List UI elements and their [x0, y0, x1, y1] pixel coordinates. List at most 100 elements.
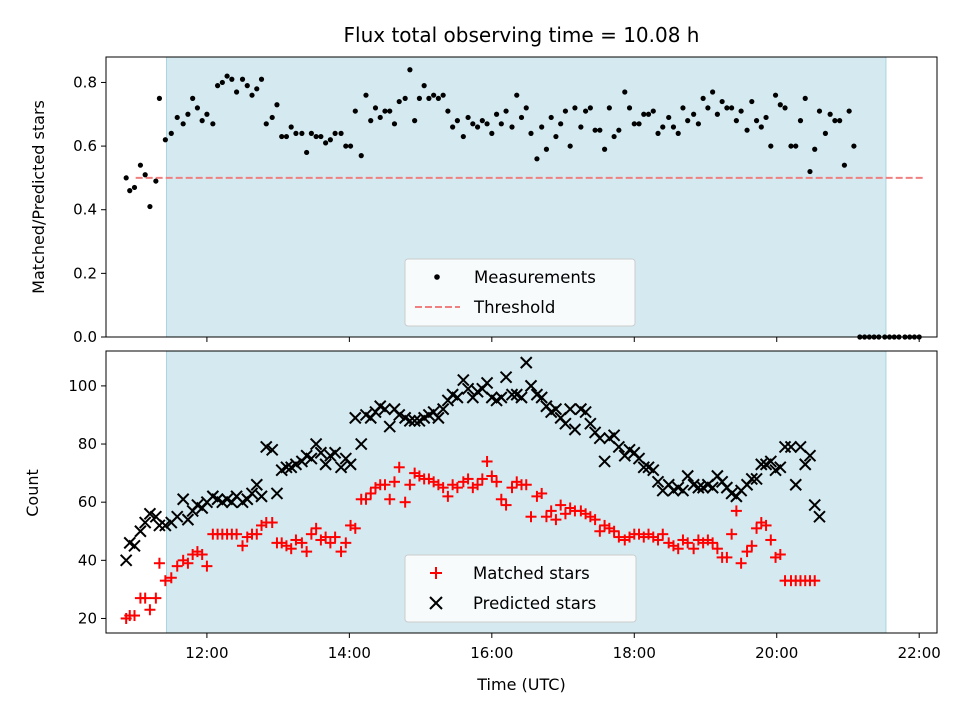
- count-panel: 20 40 60 80 100 12:00 14:00 16:00 18:00 20:00 22:0…: [23, 350, 941, 694]
- predicted-star-point: [764, 455, 778, 468]
- matched-star-point: [545, 505, 557, 517]
- measurement-point: [174, 114, 180, 121]
- predicted-star-point: [457, 373, 470, 387]
- matched-star-point: [437, 482, 449, 494]
- predicted-star-point: [637, 461, 650, 474]
- measurement-point: [279, 133, 285, 140]
- matched-star-point: [301, 546, 313, 558]
- measurement-point: [509, 124, 515, 130]
- predicted-star-point: [328, 446, 342, 459]
- measurement-point: [332, 130, 338, 136]
- measurement-point: [592, 127, 598, 133]
- time-xtick-label: 18:00: [613, 644, 656, 662]
- predicted-star-point: [607, 429, 621, 442]
- matched-star-point: [726, 528, 738, 540]
- measurement-point: [802, 95, 808, 101]
- predicted-star-point: [813, 510, 826, 523]
- predicted-star-point: [255, 490, 268, 503]
- matched-star-point: [491, 476, 503, 488]
- matched-star-point: [165, 572, 177, 584]
- predicted-star-point: [119, 554, 133, 567]
- measurement-point: [391, 121, 398, 127]
- time-xtick-label: 12:00: [185, 644, 228, 662]
- matched-star-point: [711, 543, 723, 555]
- matched-star-point: [462, 473, 474, 485]
- ratio-ytick-label: 0.2: [73, 264, 97, 282]
- matched-star-point: [231, 528, 243, 540]
- matched-star-point: [237, 540, 249, 552]
- predicted-star-point: [584, 417, 597, 430]
- matched-star-point: [682, 537, 694, 549]
- measurement-point: [631, 121, 637, 127]
- predicted-star-point: [593, 432, 607, 445]
- matched-star-point: [266, 517, 278, 529]
- measurement-point: [616, 127, 622, 133]
- matched-star-point: [500, 499, 512, 511]
- ratio-plot-frame: [105, 56, 938, 338]
- measurement-point: [523, 105, 529, 111]
- measurement-point: [363, 92, 369, 98]
- measurement-point: [777, 102, 783, 108]
- measurement-point: [543, 146, 550, 152]
- measurement-point: [606, 105, 612, 111]
- measurement-point: [323, 140, 329, 146]
- matched-star-point: [652, 534, 664, 546]
- predicted-star-point: [706, 481, 719, 494]
- matched-star-point: [550, 514, 562, 526]
- matched-star-point: [765, 534, 777, 546]
- measurement-point: [479, 118, 485, 124]
- measurement-point: [396, 98, 402, 105]
- measurement-point: [548, 114, 554, 121]
- measurement-point: [753, 118, 760, 124]
- measurement-point: [846, 108, 852, 114]
- count-axis-ticks: 20 40 60 80 100 12:00 14:00 16:00 18:00 20:00 22:0…: [68, 377, 940, 662]
- measurement-point: [498, 121, 504, 127]
- predicted-star-point: [651, 475, 665, 489]
- matched-star-point: [251, 528, 263, 540]
- measurement-point: [147, 203, 153, 210]
- predicted-star-point: [289, 458, 303, 471]
- predicted-star-point: [159, 519, 172, 532]
- legend-matched-marker: [430, 567, 442, 579]
- matched-star-point: [730, 505, 742, 517]
- measurement-point: [382, 108, 388, 114]
- predicted-star-point: [495, 391, 508, 404]
- ratio-ytick-label: 0.8: [73, 73, 97, 91]
- matched-star-point: [809, 575, 821, 587]
- measurement-point: [190, 95, 196, 101]
- measurement-point: [503, 108, 509, 114]
- predicted-star-point: [520, 356, 533, 369]
- matched-star-point: [741, 546, 753, 558]
- predicted-star-point: [408, 414, 421, 427]
- measurement-point: [214, 83, 221, 89]
- measurement-point: [142, 172, 148, 178]
- matched-star-point: [365, 487, 377, 499]
- legend-measurements-label: Measurements: [474, 268, 596, 287]
- measurement-point: [123, 175, 129, 181]
- predicted-star-point: [524, 379, 538, 393]
- legend-threshold-label: Threshold: [473, 298, 555, 317]
- measurement-point: [137, 162, 144, 168]
- chart-title: Flux total observing time = 10.08 h: [344, 23, 700, 47]
- matched-star-point: [555, 499, 567, 511]
- measurement-point: [705, 105, 711, 111]
- measurement-point: [431, 92, 437, 98]
- ratio-ytick-label: 0.6: [73, 137, 97, 155]
- measurement-point: [650, 108, 656, 114]
- count-plot-frame: [105, 350, 938, 634]
- ratio-y-axis-label: Matched/Predicted stars: [29, 100, 48, 294]
- measurement-point: [587, 105, 593, 111]
- measurement-point: [611, 133, 617, 140]
- measurement-point: [528, 130, 534, 136]
- predicted-star-point: [799, 458, 812, 471]
- measurement-point: [229, 76, 235, 82]
- matched-star-point: [329, 531, 341, 543]
- measurement-point: [313, 133, 319, 140]
- measurement-point: [299, 130, 305, 136]
- matched-star-point: [481, 455, 493, 467]
- matched-star-point: [144, 604, 156, 616]
- predicted-star-point: [280, 461, 293, 474]
- matched-star-point: [657, 528, 669, 540]
- measurement-point: [402, 95, 408, 101]
- predicted-star-point: [612, 440, 626, 454]
